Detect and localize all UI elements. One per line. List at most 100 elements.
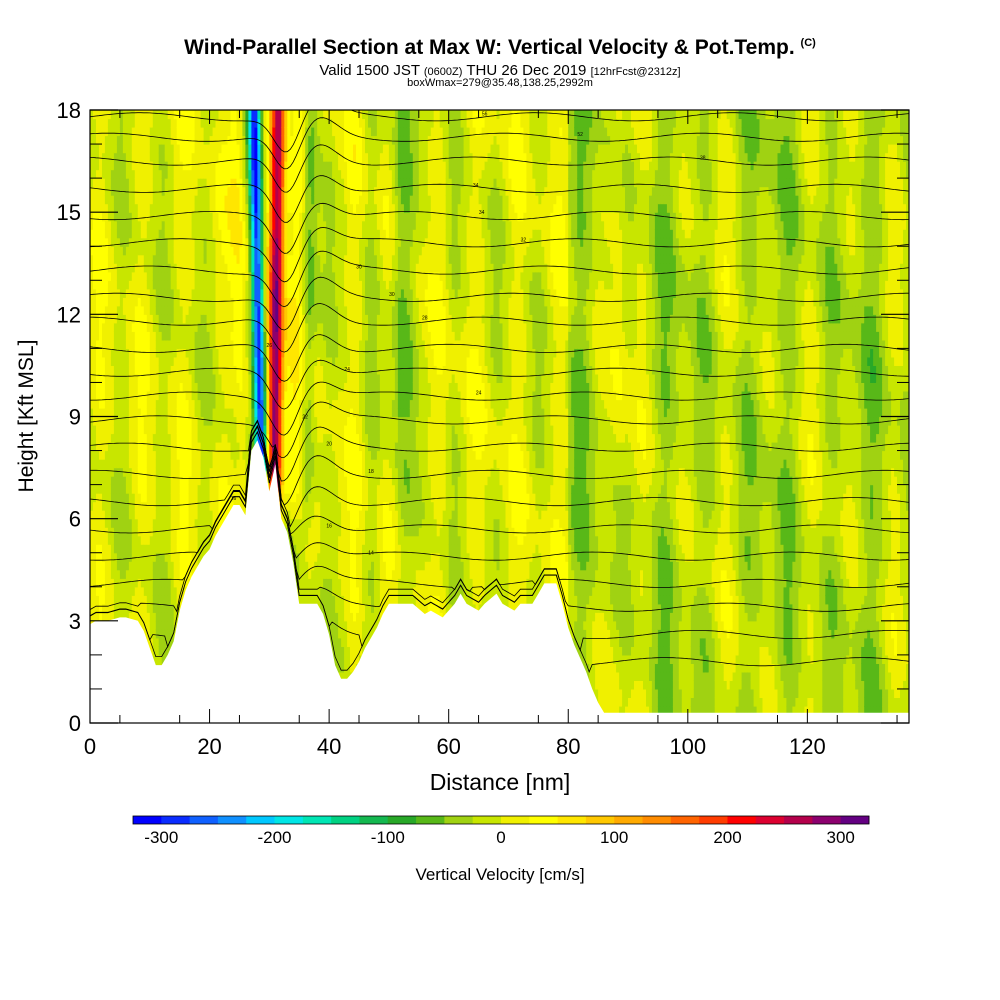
velocity-cell — [116, 220, 121, 230]
velocity-cell — [269, 476, 273, 486]
velocity-cell — [263, 408, 267, 418]
velocity-cell — [167, 603, 172, 613]
velocity-cell — [137, 246, 142, 256]
velocity-cell — [221, 314, 226, 324]
velocity-cell — [257, 203, 261, 213]
velocity-cell — [197, 314, 202, 324]
velocity-cell — [164, 246, 169, 256]
velocity-cell — [260, 178, 264, 188]
velocity-cell — [146, 416, 151, 426]
velocity-cell — [146, 263, 151, 273]
velocity-cell — [266, 450, 270, 460]
velocity-cell — [203, 442, 208, 452]
velocity-cell — [239, 416, 244, 426]
velocity-cell — [137, 169, 142, 179]
velocity-cell — [254, 382, 258, 392]
velocity-cell — [131, 322, 136, 332]
velocity-cell — [176, 254, 181, 264]
velocity-cell — [113, 535, 118, 545]
velocity-cell — [194, 178, 199, 188]
velocity-cell — [236, 118, 241, 128]
velocity-cell — [233, 373, 238, 383]
velocity-cell — [212, 365, 217, 375]
velocity-cell — [182, 552, 187, 562]
velocity-cell — [200, 399, 205, 409]
velocity-cell — [179, 152, 184, 162]
velocity-cell — [218, 212, 223, 222]
velocity-cell — [116, 544, 121, 554]
velocity-cell — [194, 459, 199, 469]
velocity-cell — [99, 612, 103, 622]
velocity-cell — [102, 476, 106, 486]
velocity-cell — [176, 578, 181, 588]
velocity-cell — [128, 254, 133, 264]
velocity-cell — [161, 603, 166, 613]
velocity-cell — [176, 425, 181, 435]
velocity-cell — [251, 144, 255, 154]
velocity-cell — [128, 382, 133, 392]
velocity-cell — [200, 467, 205, 477]
velocity-cell — [96, 612, 100, 622]
velocity-cell — [167, 408, 172, 418]
velocity-cell — [179, 552, 184, 562]
velocity-cell — [176, 459, 181, 469]
velocity-cell — [155, 552, 160, 562]
velocity-cell — [107, 348, 112, 358]
velocity-cell — [116, 433, 121, 443]
velocity-cell — [197, 527, 202, 537]
velocity-cell — [119, 408, 124, 418]
velocity-cell — [143, 527, 148, 537]
velocity-cell — [93, 450, 97, 460]
velocity-cell — [102, 416, 106, 426]
velocity-cell — [203, 314, 208, 324]
velocity-cell — [146, 510, 151, 520]
velocity-cell — [102, 408, 106, 418]
velocity-cell — [176, 348, 181, 358]
velocity-cell — [164, 612, 169, 622]
velocity-cell — [224, 203, 229, 213]
velocity-cell — [182, 399, 187, 409]
velocity-cell — [194, 544, 199, 554]
velocity-cell — [176, 476, 181, 486]
velocity-cell — [143, 135, 148, 145]
velocity-cell — [224, 178, 229, 188]
velocity-cell — [99, 110, 103, 120]
velocity-cell — [212, 135, 217, 145]
velocity-cell — [206, 195, 211, 205]
velocity-cell — [164, 603, 169, 613]
velocity-cell — [209, 433, 214, 443]
velocity-cell — [251, 288, 255, 298]
velocity-cell — [102, 612, 106, 622]
velocity-cell — [269, 382, 273, 392]
velocity-cell — [242, 382, 246, 392]
velocity-cell — [167, 144, 172, 154]
velocity-cell — [134, 450, 139, 460]
velocity-cell — [90, 399, 94, 409]
velocity-cell — [167, 552, 172, 562]
velocity-cell — [149, 535, 154, 545]
velocity-cell — [242, 484, 246, 494]
velocity-cell — [251, 305, 255, 315]
velocity-cell — [110, 305, 115, 315]
velocity-cell — [194, 535, 199, 545]
velocity-cell — [230, 212, 235, 222]
velocity-cell — [128, 535, 133, 545]
velocity-cell — [134, 314, 139, 324]
velocity-cell — [254, 110, 258, 120]
velocity-cell — [245, 331, 249, 341]
velocity-cell — [263, 144, 267, 154]
velocity-cell — [179, 229, 184, 239]
velocity-cell — [233, 339, 238, 349]
velocity-cell — [173, 322, 178, 332]
velocity-cell — [125, 442, 130, 452]
velocity-cell — [90, 280, 94, 290]
velocity-cell — [170, 263, 175, 273]
velocity-cell — [185, 263, 190, 273]
velocity-cell — [155, 356, 160, 366]
velocity-cell — [93, 467, 97, 477]
velocity-cell — [125, 263, 130, 273]
velocity-cell — [149, 578, 154, 588]
velocity-cell — [176, 271, 181, 281]
velocity-cell — [191, 280, 196, 290]
velocity-cell — [236, 135, 241, 145]
